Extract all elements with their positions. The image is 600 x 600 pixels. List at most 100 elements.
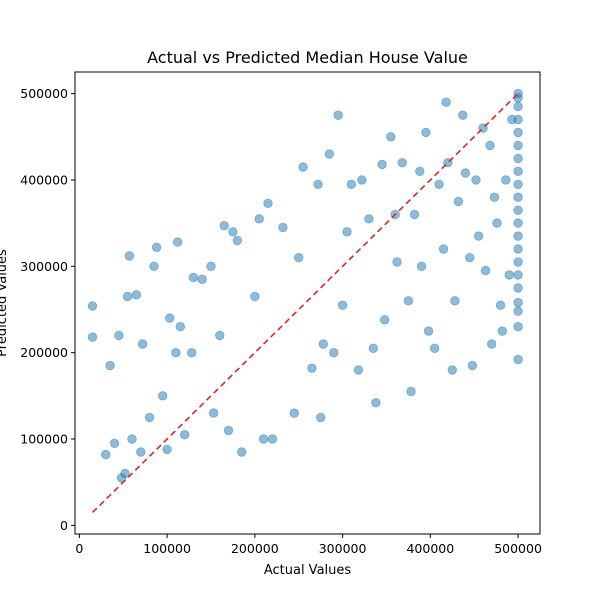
data-point (258, 434, 269, 444)
x-tick-label: 400000 (406, 541, 454, 556)
data-point (453, 196, 464, 207)
data-point (250, 291, 260, 302)
data-point (179, 430, 190, 440)
data-point (151, 242, 162, 253)
data-point (294, 253, 304, 263)
data-point (186, 348, 197, 358)
data-point (513, 354, 523, 365)
data-point (471, 175, 481, 185)
data-point (415, 166, 425, 177)
data-point (289, 408, 300, 418)
y-tick-label: 400000 (20, 172, 68, 187)
data-point (236, 447, 247, 457)
data-point (263, 198, 273, 209)
data-point (513, 297, 523, 308)
data-point (465, 253, 475, 263)
data-point (441, 97, 451, 107)
data-point (137, 339, 148, 349)
data-point (318, 339, 329, 349)
data-point (434, 179, 444, 190)
data-point (513, 192, 523, 202)
data-point (495, 300, 506, 310)
data-point (357, 175, 367, 185)
data-point (513, 127, 523, 138)
data-point (278, 222, 288, 233)
data-point (215, 330, 225, 341)
x-axis-ticks: 0 100000 200000 300000 400000 500000 (75, 534, 542, 556)
data-point (497, 326, 508, 336)
data-point (144, 412, 155, 423)
y-axis-ticks: 0 100000 200000 300000 400000 500000 (20, 86, 75, 533)
data-point (397, 157, 408, 168)
x-tick-label: 0 (75, 541, 83, 556)
data-point (219, 220, 229, 231)
data-point (403, 296, 414, 306)
data-point (513, 283, 523, 293)
data-point (438, 244, 449, 254)
data-point (124, 251, 135, 261)
x-axis-title: Actual Values (264, 563, 352, 578)
data-point (127, 434, 137, 444)
data-point (307, 363, 317, 373)
data-point (175, 322, 186, 332)
data-point (513, 205, 523, 215)
data-point (487, 339, 497, 349)
data-point (458, 110, 468, 120)
data-point (513, 114, 523, 125)
data-point (333, 110, 343, 120)
data-point (423, 326, 434, 336)
data-point (171, 348, 181, 358)
data-point (473, 231, 484, 241)
data-point (504, 270, 515, 280)
data-point (513, 218, 523, 228)
data-point (100, 449, 111, 460)
data-point (109, 438, 120, 449)
y-axis-title: Predicted Values (0, 249, 10, 357)
y-tick-label: 0 (60, 518, 68, 533)
data-point (409, 209, 420, 220)
data-point (513, 101, 523, 112)
data-point (267, 434, 278, 444)
data-point (447, 365, 458, 375)
data-point (513, 306, 523, 316)
data-point (416, 261, 427, 272)
data-point (421, 127, 431, 138)
data-point (513, 322, 523, 332)
data-point (208, 408, 219, 418)
data-point (460, 168, 471, 178)
data-point (337, 300, 348, 310)
data-point (513, 231, 523, 241)
data-point (165, 313, 175, 323)
data-point (114, 330, 124, 341)
x-tick-label: 500000 (494, 541, 542, 556)
data-point (513, 179, 523, 190)
data-point (380, 315, 390, 325)
data-point (313, 179, 323, 190)
data-point (87, 301, 98, 311)
data-point (254, 214, 264, 224)
data-point (513, 257, 523, 267)
data-point (149, 261, 159, 272)
data-point (368, 343, 379, 354)
data-point (324, 149, 335, 159)
data-point (513, 244, 523, 254)
y-tick-label: 500000 (20, 86, 68, 101)
data-point (353, 365, 364, 375)
x-tick-label: 100000 (143, 541, 191, 556)
data-point (489, 192, 500, 202)
data-point (206, 261, 216, 272)
data-point (329, 348, 339, 358)
data-point (513, 166, 523, 177)
data-point (87, 332, 98, 342)
data-point (316, 412, 326, 423)
data-point (430, 343, 440, 354)
data-point (513, 153, 523, 164)
data-point (136, 447, 146, 457)
data-point (467, 360, 478, 371)
data-point (513, 270, 523, 280)
data-point (364, 214, 374, 224)
data-point (386, 132, 396, 142)
data-point (120, 468, 130, 479)
